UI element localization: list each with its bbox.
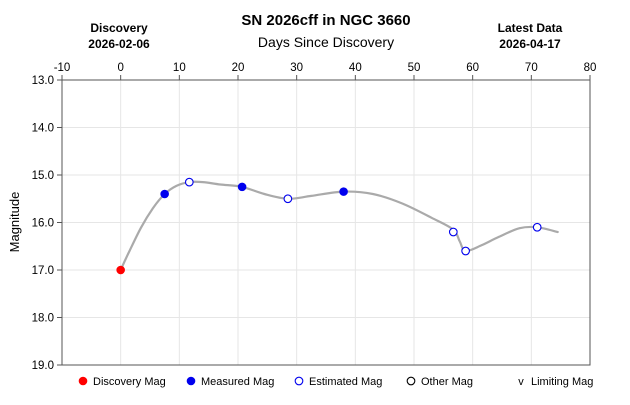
estimated-mag-point	[532, 222, 542, 232]
x-axis-label: Days Since Discovery	[258, 34, 394, 50]
discovery-mag-point	[116, 265, 125, 275]
legend-symbol-other-mag	[406, 376, 416, 386]
data-points	[116, 177, 542, 275]
y-tick-label: 19.0	[32, 360, 54, 372]
y-tick-label: 17.0	[32, 265, 54, 277]
legend-label-estimated-mag: Estimated Mag	[309, 376, 382, 388]
discovery-header-date: 2026-02-06	[88, 37, 150, 51]
x-tick-label: 0	[117, 62, 123, 74]
x-tick-label: 10	[173, 62, 186, 74]
latest-header-date: 2026-04-17	[499, 37, 561, 51]
legend: Discovery Mag Measured Mag Estimated Mag Ot…	[78, 376, 593, 388]
grid-lines	[62, 80, 590, 365]
y-tick-label: 14.0	[32, 123, 54, 135]
legend-label-limiting-mag: Limiting Mag	[531, 376, 593, 388]
legend-symbol-estimated-mag	[294, 376, 304, 386]
y-axis-label: Magnitude	[7, 192, 22, 253]
legend-symbol-limiting-mag: v	[518, 376, 524, 388]
chart-title: SN 2026cff in NGC 3660	[241, 12, 410, 29]
legend-symbol-discovery-mag	[78, 376, 88, 386]
x-tick-label: 80	[584, 62, 597, 74]
legend-label-other-mag: Other Mag	[421, 376, 473, 388]
y-tick-label: 13.0	[32, 75, 54, 87]
latest-header-label: Latest Data	[498, 21, 563, 35]
x-tick-label: 30	[290, 62, 303, 74]
y-tick-label: 15.0	[32, 170, 54, 182]
measured-mag-point	[339, 187, 348, 196]
estimated-mag-point	[283, 194, 293, 204]
legend-label-measured-mag: Measured Mag	[201, 376, 274, 388]
x-tick-label: -10	[54, 62, 71, 74]
x-tick-label: 20	[232, 62, 245, 74]
trend-line	[119, 180, 559, 272]
measured-mag-point	[160, 189, 169, 199]
y-axis-ticks: 13.0 14.0 15.0 16.0 17.0 18.0 19.0	[32, 75, 62, 372]
estimated-mag-point	[184, 177, 194, 187]
legend-label-discovery-mag: Discovery Mag	[93, 376, 166, 388]
x-tick-label: 70	[525, 62, 538, 74]
x-tick-label: 60	[466, 62, 479, 74]
estimated-mag-point	[461, 246, 470, 256]
x-axis-ticks: -10 0 10 20 30 40 50 60 70 80	[54, 62, 597, 80]
x-tick-label: 50	[408, 62, 421, 74]
measured-mag-point	[237, 182, 247, 192]
y-tick-label: 18.0	[32, 313, 54, 325]
trend-line-group	[119, 180, 559, 272]
estimated-mag-point	[448, 227, 458, 237]
discovery-header-label: Discovery	[90, 21, 148, 35]
x-tick-label: 40	[349, 62, 362, 74]
legend-symbol-measured-mag	[186, 376, 196, 386]
y-tick-label: 16.0	[32, 218, 54, 230]
